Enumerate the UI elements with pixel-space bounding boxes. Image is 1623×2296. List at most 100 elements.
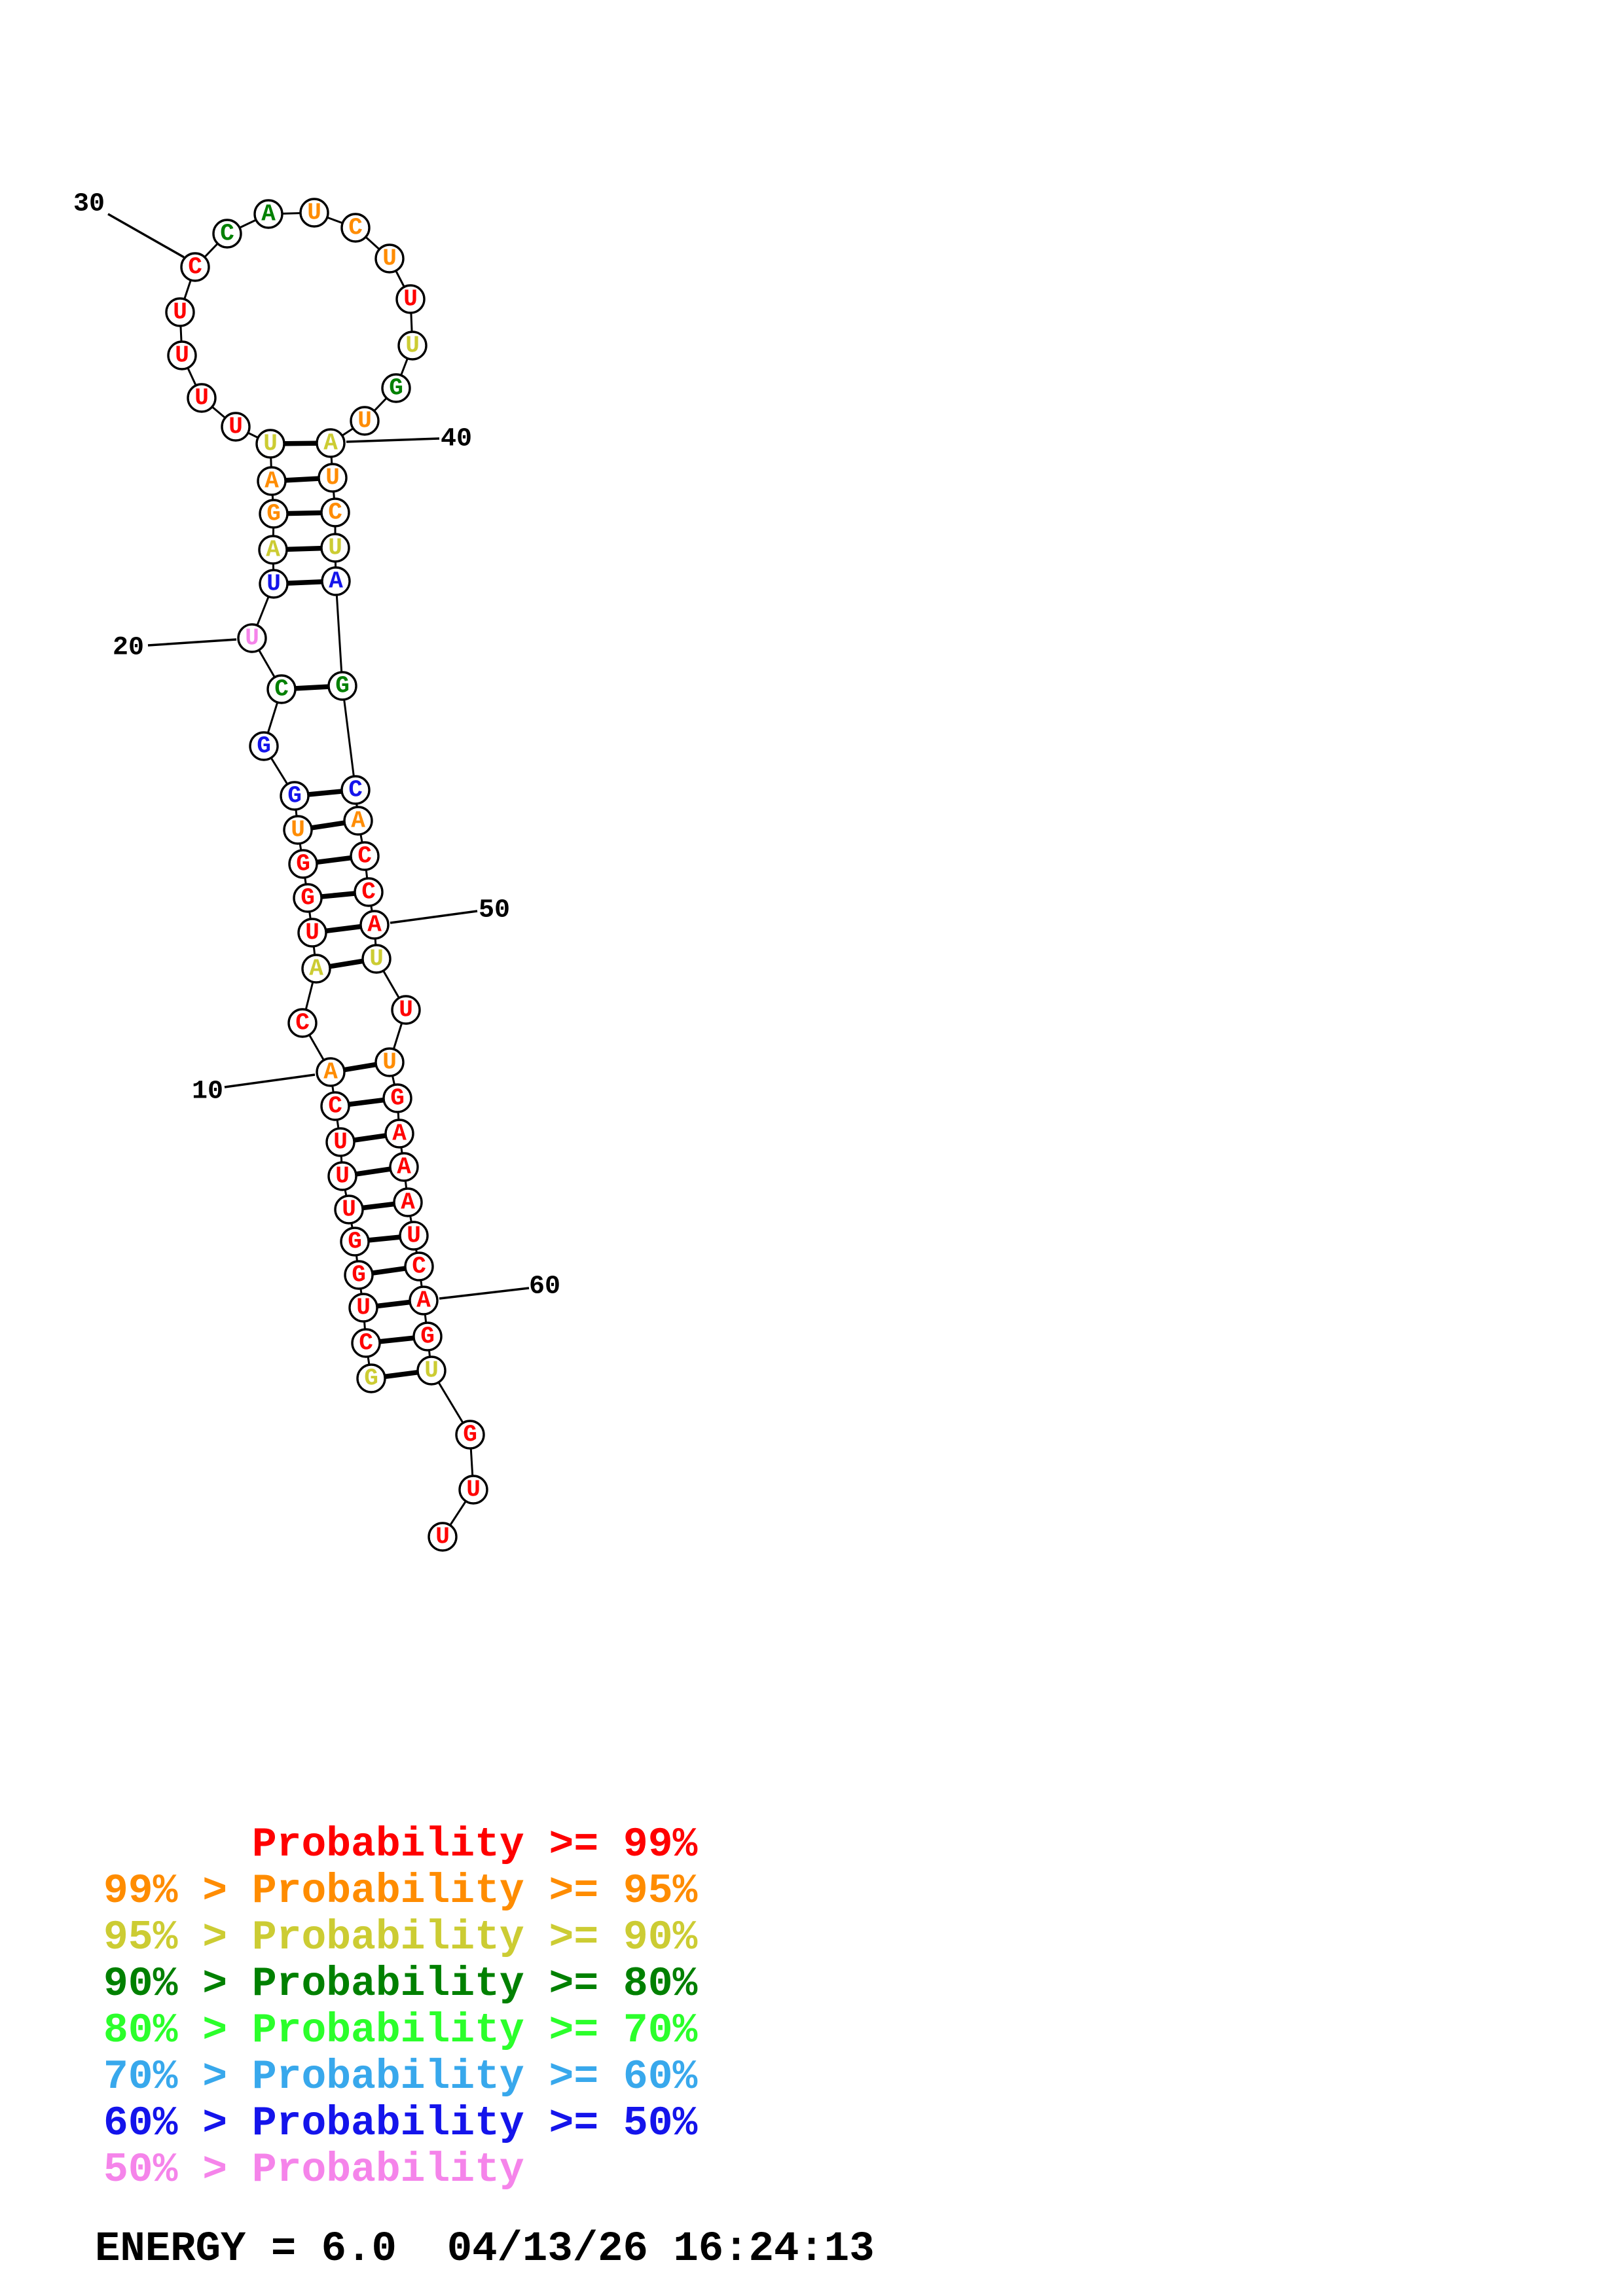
nucleotide-letter: U xyxy=(335,1163,350,1190)
position-label: 10 xyxy=(192,1077,223,1107)
nucleotide-letter: U xyxy=(175,342,189,369)
nucleotide-circle xyxy=(428,1522,458,1552)
nucleotide-letter: C xyxy=(328,499,342,526)
legend-row: 70% > Probability >= 60% xyxy=(103,2054,698,2100)
nucleotide-letter: G xyxy=(348,1229,362,1255)
nucleotide-letter: A xyxy=(261,201,276,228)
nucleotide-letter: U xyxy=(382,245,397,272)
nucleotide-letter: C xyxy=(348,777,363,804)
nucleotide-circle xyxy=(343,806,373,836)
nucleotide-circle xyxy=(257,466,287,496)
nucleotide-letter: G xyxy=(390,1085,405,1112)
nucleotide-letter: U xyxy=(266,571,281,598)
nucleotide-circle xyxy=(259,569,289,599)
nucleotide-circle xyxy=(287,1008,318,1038)
nucleotide-circle xyxy=(320,533,350,563)
nucleotide-circle xyxy=(321,566,351,596)
nucleotide-circle xyxy=(334,1194,364,1225)
nucleotide-letter: C xyxy=(274,676,289,703)
nucleotide-circle xyxy=(391,995,421,1025)
nucleotide-letter: G xyxy=(287,783,302,810)
nucleotide-letter: U xyxy=(407,1223,421,1249)
nucleotide-letter: G xyxy=(364,1365,378,1392)
nucleotide-circle xyxy=(327,671,357,701)
nucleotide-circle xyxy=(299,198,329,228)
nucleotide-circle xyxy=(395,284,426,314)
nucleotide-circle xyxy=(350,406,380,436)
nucleotide-letter: C xyxy=(357,843,372,870)
nucleotide-circle xyxy=(382,1083,412,1113)
nucleotide-circle xyxy=(258,535,288,565)
nucleotide-letter: G xyxy=(301,885,315,912)
nucleotide-letter: U xyxy=(405,332,420,359)
position-leader-line xyxy=(390,910,478,924)
nucleotide-circle xyxy=(340,1227,370,1257)
backbone-segment xyxy=(335,581,344,687)
nucleotide-letter: G xyxy=(463,1422,477,1448)
nucleotide-letter: C xyxy=(295,1010,310,1037)
nucleotide-circle xyxy=(297,918,327,948)
nucleotide-letter: A xyxy=(264,468,279,495)
nucleotide-letter: C xyxy=(348,215,363,242)
nucleotide-circle xyxy=(351,1328,381,1358)
legend-row: 90% > Probability >= 80% xyxy=(103,1961,698,2007)
legend-row: Probability >= 99% xyxy=(103,1821,698,1868)
position-leader-line xyxy=(224,1073,316,1088)
nucleotide-letter: U xyxy=(305,920,319,946)
nucleotide-letter: U xyxy=(424,1357,439,1384)
nucleotide-circle xyxy=(361,944,392,974)
legend-row: 80% > Probability >= 70% xyxy=(103,2007,698,2054)
nucleotide-circle xyxy=(167,340,197,370)
nucleotide-circle xyxy=(404,1251,434,1282)
nucleotide-circle xyxy=(340,775,371,805)
nucleotide-letter: C xyxy=(328,1093,342,1120)
nucleotide-circle xyxy=(283,815,313,845)
nucleotide-circle xyxy=(165,297,195,327)
nucleotide-circle xyxy=(340,213,371,243)
nucleotide-circle xyxy=(180,252,210,282)
position-leader-line xyxy=(439,1287,530,1300)
nucleotide-circle xyxy=(237,623,267,653)
nucleotide-circle xyxy=(455,1420,485,1450)
nucleotide-circle xyxy=(327,1161,357,1191)
nucleotide-circle xyxy=(253,199,283,229)
nucleotide-letter: G xyxy=(266,501,281,528)
nucleotide-letter: A xyxy=(401,1189,415,1216)
nucleotide-circle xyxy=(356,1363,386,1393)
position-label: 50 xyxy=(479,896,510,925)
nucleotide-letter: G xyxy=(335,673,350,700)
nucleotide-letter: A xyxy=(266,537,280,564)
nucleotide-circle xyxy=(301,954,331,984)
nucleotide-letter: C xyxy=(188,254,202,281)
position-leader-line xyxy=(147,638,237,647)
nucleotide-letter: U xyxy=(357,408,372,435)
nucleotide-circle xyxy=(397,331,428,361)
nucleotide-letter: U xyxy=(245,625,259,652)
nucleotide-letter: A xyxy=(397,1154,411,1181)
nucleotide-circle xyxy=(393,1187,423,1217)
nucleotide-circle xyxy=(320,497,350,528)
nucleotide-letter: A xyxy=(367,912,382,939)
nucleotide-circle xyxy=(293,883,323,913)
nucleotide-circle xyxy=(255,429,285,459)
position-label: 20 xyxy=(113,634,144,663)
nucleotide-letter: C xyxy=(412,1253,426,1280)
nucleotide-circle xyxy=(354,877,384,907)
nucleotide-circle xyxy=(325,1127,356,1157)
nucleotide-letter: U xyxy=(333,1129,348,1156)
nucleotide-circle xyxy=(381,373,411,403)
nucleotide-circle xyxy=(212,219,242,249)
nucleotide-letter: U xyxy=(382,1049,397,1076)
nucleotide-circle xyxy=(259,499,289,529)
nucleotide-letter: G xyxy=(257,733,271,760)
nucleotide-letter: A xyxy=(351,808,365,834)
legend-row: 95% > Probability >= 90% xyxy=(103,1914,698,1961)
nucleotide-letter: A xyxy=(416,1287,431,1314)
nucleotide-letter: U xyxy=(307,200,321,226)
position-leader-line xyxy=(346,437,440,443)
position-leader-line xyxy=(107,213,185,259)
nucleotide-letter: U xyxy=(228,414,243,440)
nucleotide-circle xyxy=(409,1285,439,1316)
position-label: 30 xyxy=(73,190,105,219)
